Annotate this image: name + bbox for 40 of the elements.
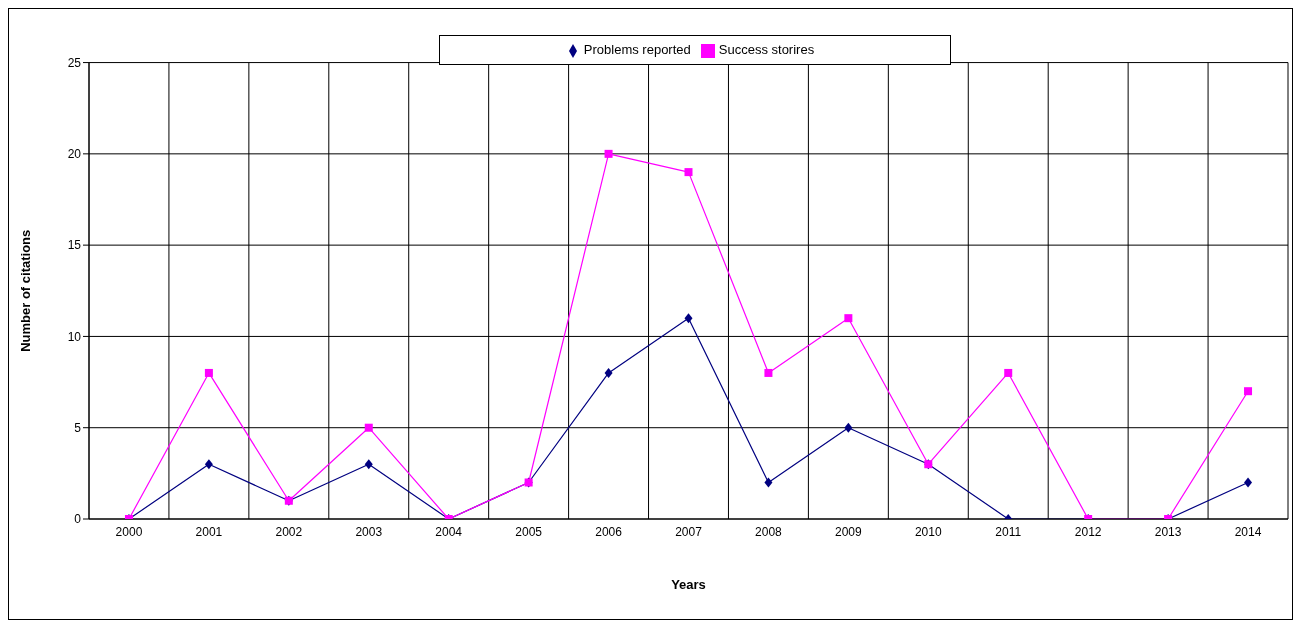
x-tick-label: 2006 [595, 524, 623, 539]
y-tick-label: 15 [67, 238, 82, 253]
x-tick-label: 2002 [275, 524, 303, 539]
point [204, 368, 213, 377]
x-tick-label: 2010 [914, 524, 942, 539]
y-tick-label: 10 [67, 329, 82, 344]
x-tick-label: 2011 [995, 524, 1022, 539]
x-tick-label: 2001 [195, 524, 223, 539]
x-tick-label: 2000 [115, 524, 143, 539]
x-tick-label: 2009 [835, 524, 863, 539]
x-tick-label: 2008 [755, 524, 783, 539]
point [764, 477, 773, 488]
point [684, 313, 693, 324]
y-tick-label: 25 [67, 55, 82, 70]
x-tick-label: 2007 [675, 524, 703, 539]
point [684, 168, 693, 177]
x-tick-label: 2005 [515, 524, 543, 539]
point [364, 423, 373, 432]
x-tick-label: 2012 [1074, 524, 1102, 539]
point [604, 367, 613, 378]
point [1244, 387, 1253, 396]
x-tick-label: 2004 [435, 524, 463, 539]
x-axis-title: Years [671, 577, 706, 592]
point [844, 422, 853, 433]
x-tick-label: 2003 [355, 524, 383, 539]
point [364, 459, 373, 470]
point [764, 368, 773, 377]
y-tick-label: 20 [67, 147, 82, 162]
point [204, 459, 213, 470]
legend-label: Success storires [718, 42, 815, 57]
y-tick-label: 5 [74, 420, 82, 435]
x-tick-label: 2013 [1154, 524, 1182, 539]
x-tick-label: 2014 [1234, 524, 1262, 539]
point [1004, 368, 1013, 377]
y-axis-title: Number of citations [17, 229, 33, 352]
point [1244, 477, 1253, 488]
point [604, 149, 613, 158]
y-tick-label: 0 [74, 512, 82, 527]
point [844, 314, 853, 323]
legend-label: Problems reported [583, 42, 691, 57]
